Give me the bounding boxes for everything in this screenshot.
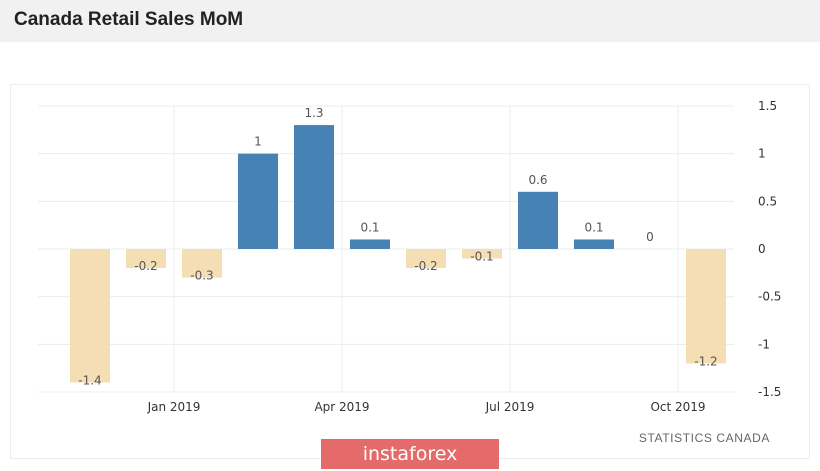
y-tick-label: -1.5 bbox=[758, 385, 781, 399]
bar-data-label: 0.1 bbox=[584, 220, 603, 234]
bar-data-label: -1.2 bbox=[694, 354, 717, 368]
bar bbox=[238, 153, 278, 249]
y-tick-label: 0 bbox=[758, 242, 766, 256]
bar bbox=[126, 249, 166, 269]
bar-data-label: -0.3 bbox=[190, 269, 213, 283]
bar bbox=[686, 249, 726, 364]
x-tick-label: Apr 2019 bbox=[314, 400, 369, 414]
bar-data-label: 0.1 bbox=[360, 220, 379, 234]
bar-data-label: 0 bbox=[646, 230, 654, 244]
bar-data-label: -0.2 bbox=[134, 259, 157, 273]
bar bbox=[182, 249, 222, 278]
y-tick-label: 1 bbox=[758, 147, 766, 161]
y-tick-label: -1 bbox=[758, 337, 770, 351]
bar bbox=[70, 249, 110, 383]
y-tick-label: 0.5 bbox=[758, 194, 777, 208]
bar-data-label: -0.2 bbox=[414, 259, 437, 273]
chart-header: Canada Retail Sales MoM bbox=[0, 0, 820, 42]
source-label: STATISTICS CANADA bbox=[638, 431, 770, 445]
bar-data-label: 1.3 bbox=[304, 106, 323, 120]
chart-title: Canada Retail Sales MoM bbox=[14, 9, 244, 30]
bar bbox=[406, 249, 446, 269]
bar bbox=[350, 239, 390, 249]
x-tick-label: Jan 2019 bbox=[147, 400, 201, 414]
bar-data-label: -0.1 bbox=[470, 250, 493, 264]
x-tick-label: Jul 2019 bbox=[485, 400, 535, 414]
bar bbox=[462, 249, 502, 259]
x-tick-label: Oct 2019 bbox=[650, 400, 705, 414]
bar-data-label: 0.6 bbox=[528, 173, 547, 187]
bar-data-label: 1 bbox=[254, 135, 262, 149]
y-tick-label: 1.5 bbox=[758, 99, 777, 113]
bar-data-label: -1.4 bbox=[78, 373, 101, 387]
bar bbox=[518, 191, 558, 249]
bar bbox=[294, 125, 334, 249]
instaforex-watermark: instaforex bbox=[321, 439, 499, 469]
bar bbox=[574, 239, 614, 249]
y-tick-label: -0.5 bbox=[758, 290, 781, 304]
